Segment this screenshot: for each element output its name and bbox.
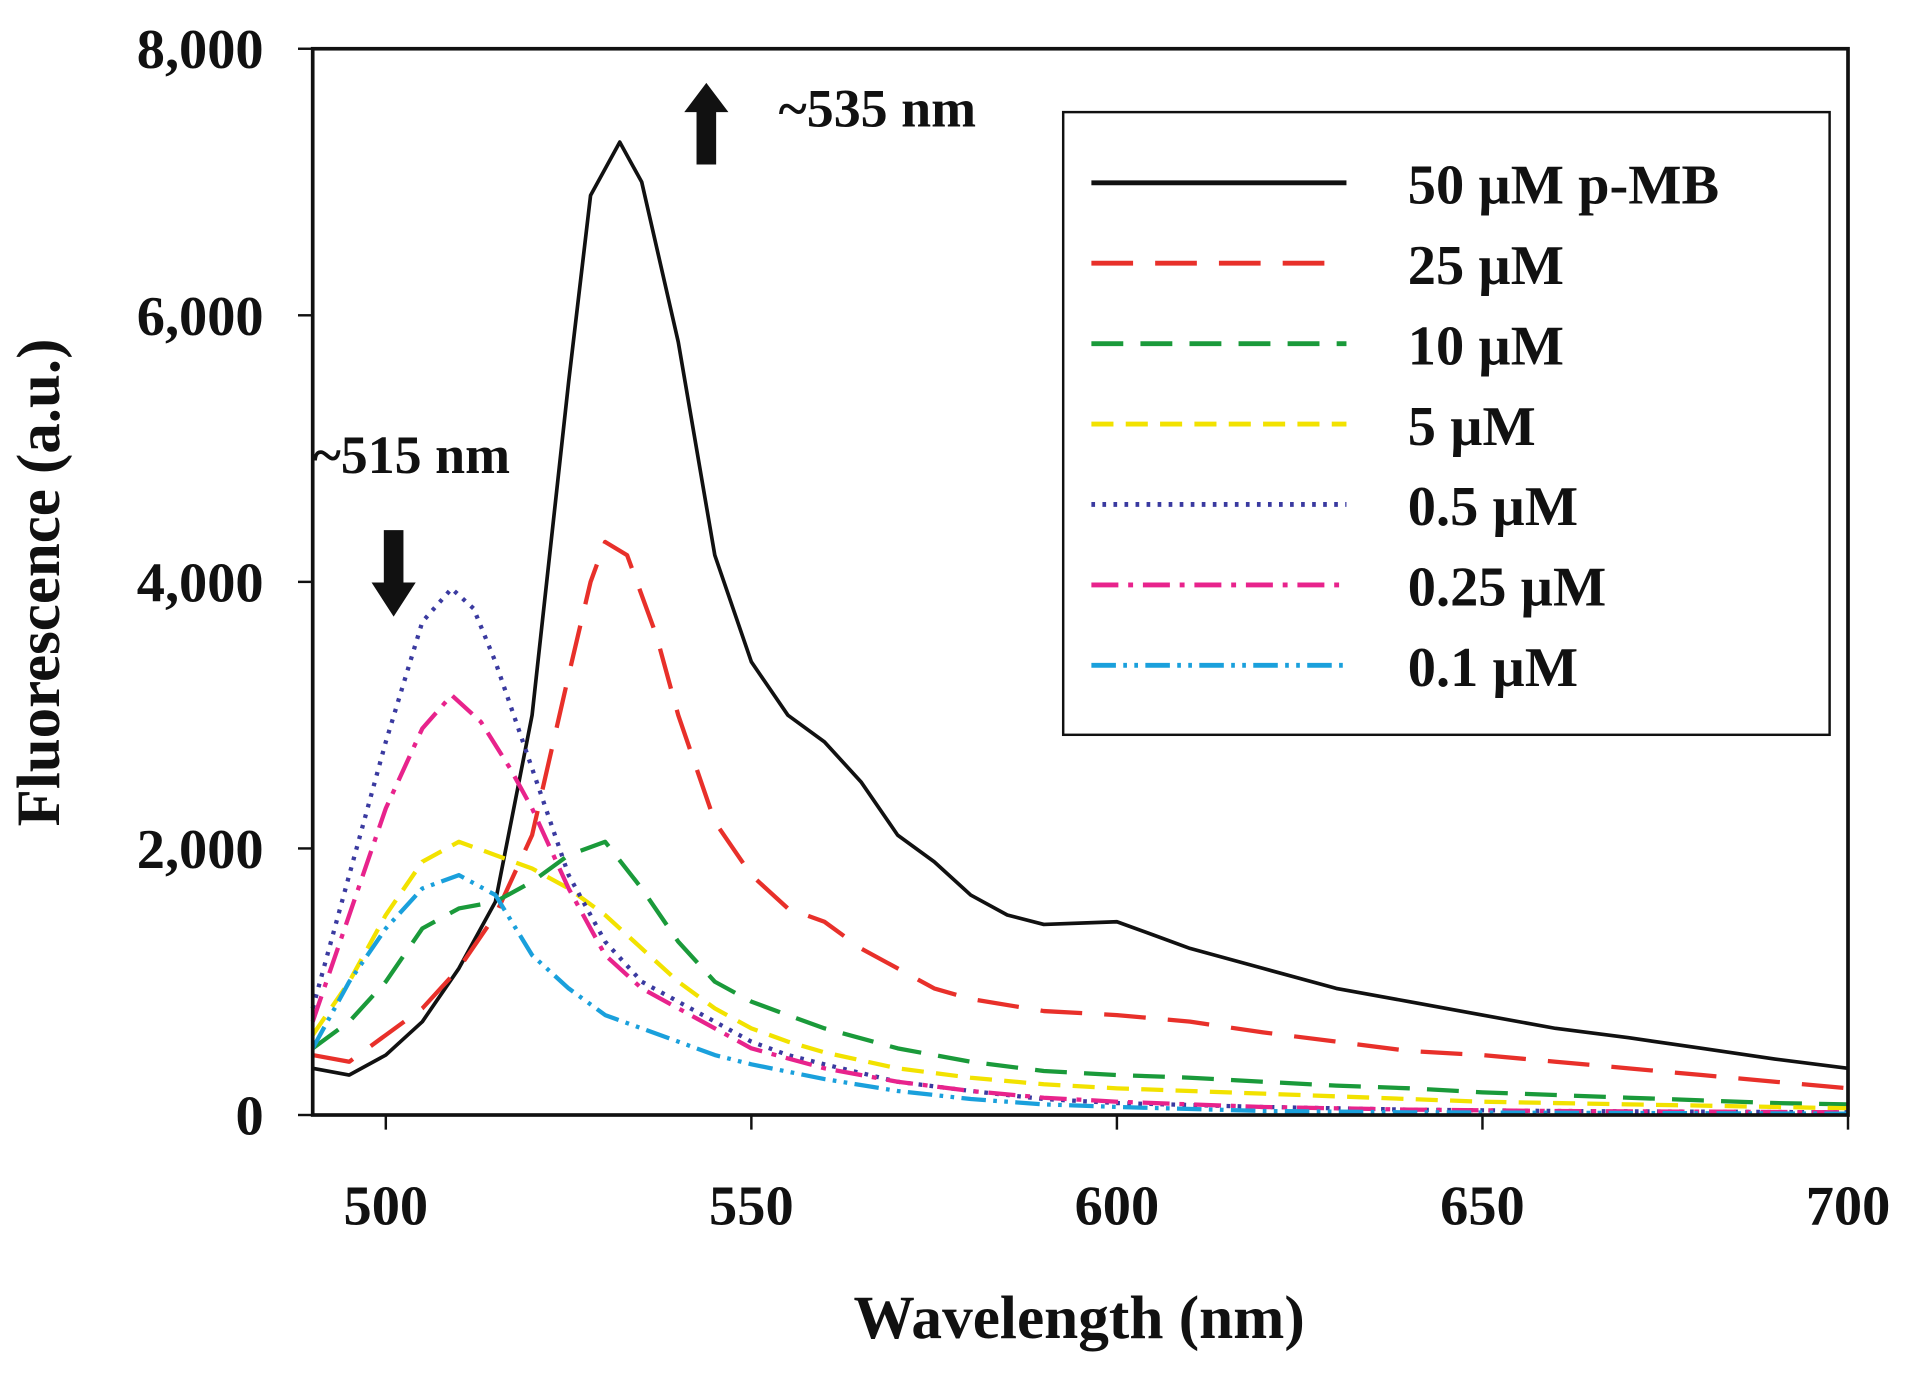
legend-label: 10 µM — [1408, 316, 1564, 378]
legend-label: 5 µM — [1408, 396, 1536, 458]
legend-label: 0.25 µM — [1408, 557, 1607, 619]
y-tick-label: 2,000 — [137, 819, 264, 881]
x-axis-label: Wavelength (nm) — [854, 1285, 1305, 1352]
plot-area — [310, 140, 1849, 1116]
x-ticks: 500 550 600 650 700 — [344, 1115, 1891, 1238]
legend-label: 50 µM p-MB — [1408, 155, 1719, 217]
legend-label: 0.5 µM — [1408, 476, 1578, 538]
legend-label: 25 µM — [1408, 235, 1564, 297]
series-line — [310, 586, 1849, 1115]
y-tick-label: 4,000 — [137, 553, 264, 615]
series-line — [311, 839, 1849, 1107]
up-arrow-icon — [684, 82, 729, 165]
plot-frame — [310, 46, 1850, 1117]
annotation-515: ~515 nm — [313, 425, 510, 617]
svg-text:~515 nm: ~515 nm — [313, 425, 510, 485]
down-arrow-icon — [371, 530, 416, 617]
y-ticks: 0 2,000 4,000 6,000 8,000 — [137, 19, 313, 1147]
y-axis-label: Fluorescence (a.u.) — [6, 339, 73, 827]
y-tick-label: 0 — [235, 1086, 263, 1148]
annotation-535: ~535 nm — [684, 79, 976, 165]
series-line — [312, 140, 1849, 1077]
y-tick-label: 6,000 — [137, 286, 264, 348]
series-line — [310, 693, 1849, 1115]
x-tick-label: 650 — [1440, 1176, 1525, 1238]
svg-text:~535 nm: ~535 nm — [779, 79, 976, 139]
y-tick-label: 8,000 — [137, 19, 264, 81]
series-line — [310, 872, 1849, 1116]
x-tick-label: 500 — [344, 1176, 429, 1238]
x-tick-label: 550 — [709, 1176, 794, 1238]
x-tick-label: 700 — [1806, 1176, 1891, 1238]
legend-label: 0.1 µM — [1408, 637, 1578, 699]
legend: 50 µM p-MB 25 µM 10 µM 5 µM 0.5 µM 0.25 µM 0.1… — [1061, 110, 1831, 737]
series-line — [312, 539, 1849, 1091]
x-tick-label: 600 — [1075, 1176, 1160, 1238]
